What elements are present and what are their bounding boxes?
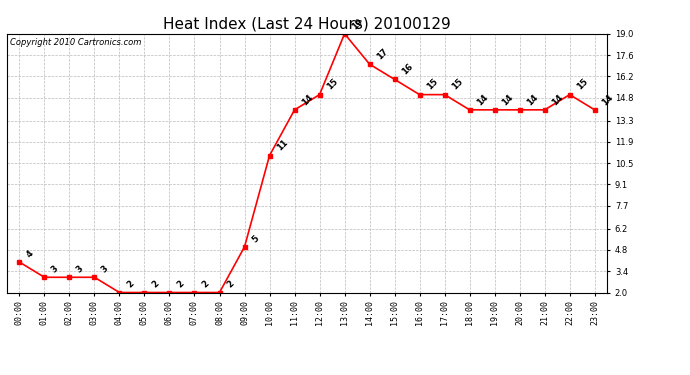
Title: Heat Index (Last 24 Hours) 20100129: Heat Index (Last 24 Hours) 20100129	[163, 16, 451, 31]
Text: 5: 5	[250, 234, 261, 244]
Text: 17: 17	[375, 47, 390, 62]
Text: 15: 15	[425, 77, 440, 92]
Text: 11: 11	[275, 138, 290, 153]
Text: 15: 15	[575, 77, 590, 92]
Text: 14: 14	[550, 92, 565, 107]
Text: 14: 14	[525, 92, 540, 107]
Text: 2: 2	[200, 279, 210, 290]
Text: 2: 2	[150, 279, 161, 290]
Text: 15: 15	[450, 77, 465, 92]
Text: 19: 19	[350, 16, 365, 31]
Text: 15: 15	[325, 77, 339, 92]
Text: 4: 4	[25, 249, 35, 259]
Text: 14: 14	[600, 92, 615, 107]
Text: 3: 3	[100, 264, 110, 274]
Text: 2: 2	[175, 279, 186, 290]
Text: Copyright 2010 Cartronics.com: Copyright 2010 Cartronics.com	[10, 38, 141, 46]
Text: 14: 14	[500, 92, 515, 107]
Text: 3: 3	[75, 264, 86, 274]
Text: 2: 2	[125, 279, 135, 290]
Text: 2: 2	[225, 279, 235, 290]
Text: 3: 3	[50, 264, 61, 274]
Text: 16: 16	[400, 62, 415, 76]
Text: 14: 14	[475, 92, 490, 107]
Text: 14: 14	[300, 92, 315, 107]
